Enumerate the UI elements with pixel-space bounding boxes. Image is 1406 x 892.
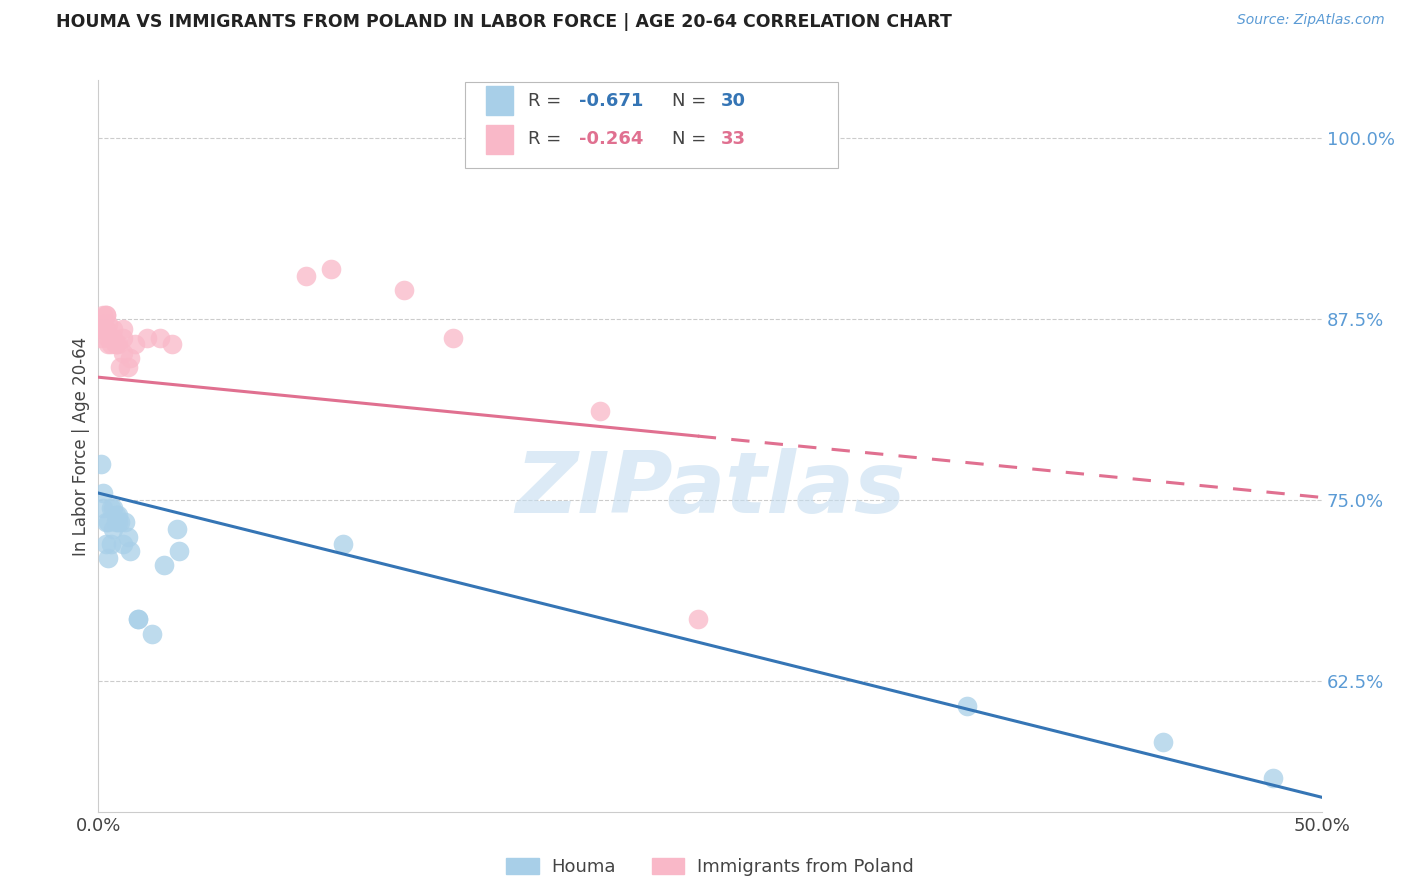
Point bbox=[127, 612, 149, 626]
Point bbox=[117, 529, 139, 543]
Point bbox=[94, 537, 117, 551]
Point bbox=[101, 500, 124, 515]
Point bbox=[120, 544, 142, 558]
Point bbox=[319, 261, 342, 276]
Point bbox=[127, 612, 149, 626]
Point bbox=[90, 457, 112, 471]
Text: N =: N = bbox=[672, 92, 711, 110]
Point bbox=[107, 515, 129, 529]
Point bbox=[332, 537, 354, 551]
Legend: Houma, Immigrants from Poland: Houma, Immigrants from Poland bbox=[499, 850, 921, 883]
Point bbox=[100, 500, 122, 515]
Text: 33: 33 bbox=[721, 130, 747, 148]
Point bbox=[90, 331, 112, 345]
Point bbox=[686, 612, 709, 626]
Point bbox=[91, 322, 114, 336]
Point bbox=[101, 322, 124, 336]
Text: N =: N = bbox=[672, 130, 711, 148]
Point bbox=[160, 337, 183, 351]
Point bbox=[100, 537, 122, 551]
Point bbox=[97, 317, 120, 331]
Point bbox=[101, 522, 124, 536]
Point bbox=[167, 544, 190, 558]
Point bbox=[97, 337, 120, 351]
Point bbox=[107, 508, 129, 522]
Point bbox=[104, 508, 127, 522]
Point bbox=[94, 515, 117, 529]
Point bbox=[124, 337, 146, 351]
Point bbox=[91, 486, 114, 500]
FancyBboxPatch shape bbox=[465, 82, 838, 168]
Point bbox=[441, 331, 464, 345]
Point bbox=[111, 331, 134, 345]
Point bbox=[166, 522, 188, 536]
Point bbox=[94, 322, 117, 336]
Point bbox=[94, 308, 117, 322]
Point bbox=[141, 626, 163, 640]
Point bbox=[114, 515, 136, 529]
Point bbox=[97, 551, 120, 566]
Point bbox=[956, 698, 979, 713]
Text: -0.264: -0.264 bbox=[579, 130, 644, 148]
Point bbox=[120, 351, 142, 366]
Point bbox=[104, 337, 127, 351]
Point bbox=[295, 268, 318, 283]
Point bbox=[91, 308, 114, 322]
Point bbox=[1261, 772, 1284, 786]
Point bbox=[153, 558, 176, 573]
Point bbox=[110, 360, 132, 375]
Point bbox=[392, 283, 416, 297]
Point bbox=[94, 308, 117, 322]
Point bbox=[90, 322, 112, 336]
Text: 30: 30 bbox=[721, 92, 747, 110]
Point bbox=[111, 345, 134, 359]
Point bbox=[101, 331, 124, 345]
Point bbox=[111, 537, 134, 551]
Point bbox=[149, 331, 172, 345]
Point bbox=[100, 337, 122, 351]
Bar bbox=[486, 87, 513, 115]
Text: Source: ZipAtlas.com: Source: ZipAtlas.com bbox=[1237, 13, 1385, 28]
Point bbox=[589, 403, 612, 417]
Text: -0.671: -0.671 bbox=[579, 92, 644, 110]
Point bbox=[97, 331, 120, 345]
Point bbox=[110, 515, 132, 529]
Text: ZIPatlas: ZIPatlas bbox=[515, 449, 905, 532]
Point bbox=[111, 322, 134, 336]
Bar bbox=[486, 125, 513, 154]
Text: R =: R = bbox=[527, 130, 567, 148]
Point bbox=[136, 331, 159, 345]
Point bbox=[104, 337, 127, 351]
Point bbox=[104, 515, 127, 529]
Text: R =: R = bbox=[527, 92, 567, 110]
Point bbox=[1152, 735, 1174, 749]
Point bbox=[91, 317, 114, 331]
Text: HOUMA VS IMMIGRANTS FROM POLAND IN LABOR FORCE | AGE 20-64 CORRELATION CHART: HOUMA VS IMMIGRANTS FROM POLAND IN LABOR… bbox=[56, 13, 952, 31]
Point bbox=[97, 515, 120, 529]
Point bbox=[107, 337, 129, 351]
Point bbox=[91, 500, 114, 515]
Point bbox=[117, 360, 139, 375]
Y-axis label: In Labor Force | Age 20-64: In Labor Force | Age 20-64 bbox=[72, 336, 90, 556]
